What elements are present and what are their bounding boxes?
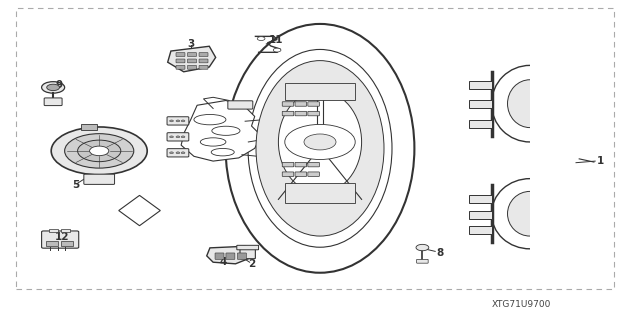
Text: 11: 11 <box>269 35 284 45</box>
Bar <box>530 62 594 145</box>
FancyBboxPatch shape <box>469 120 492 128</box>
FancyBboxPatch shape <box>176 53 185 56</box>
FancyBboxPatch shape <box>295 102 307 106</box>
Text: 9: 9 <box>56 79 63 90</box>
Ellipse shape <box>492 179 568 249</box>
Text: 1: 1 <box>596 156 604 166</box>
FancyBboxPatch shape <box>285 83 355 100</box>
Ellipse shape <box>508 191 552 236</box>
FancyBboxPatch shape <box>215 253 224 259</box>
FancyBboxPatch shape <box>282 111 294 116</box>
FancyBboxPatch shape <box>176 59 185 63</box>
Circle shape <box>170 120 173 122</box>
Polygon shape <box>119 195 160 226</box>
Circle shape <box>176 152 180 154</box>
FancyBboxPatch shape <box>469 211 492 219</box>
FancyBboxPatch shape <box>308 172 319 176</box>
FancyBboxPatch shape <box>285 183 355 203</box>
FancyBboxPatch shape <box>228 101 253 109</box>
Text: XTG71U9700: XTG71U9700 <box>492 300 551 309</box>
Text: 3: 3 <box>187 39 195 49</box>
Circle shape <box>47 84 60 91</box>
FancyBboxPatch shape <box>282 102 294 106</box>
Ellipse shape <box>278 91 362 193</box>
FancyBboxPatch shape <box>308 111 319 116</box>
Polygon shape <box>168 46 216 72</box>
FancyBboxPatch shape <box>469 100 492 108</box>
FancyBboxPatch shape <box>237 245 259 250</box>
FancyBboxPatch shape <box>417 259 428 263</box>
FancyBboxPatch shape <box>282 162 294 167</box>
Ellipse shape <box>508 80 552 128</box>
FancyBboxPatch shape <box>46 241 58 246</box>
Ellipse shape <box>256 61 384 236</box>
Text: 5: 5 <box>72 180 79 190</box>
FancyBboxPatch shape <box>469 81 492 89</box>
FancyBboxPatch shape <box>42 231 79 248</box>
FancyBboxPatch shape <box>49 229 58 232</box>
Circle shape <box>42 82 65 93</box>
FancyBboxPatch shape <box>188 65 196 69</box>
FancyBboxPatch shape <box>199 59 208 63</box>
FancyBboxPatch shape <box>295 111 307 116</box>
Polygon shape <box>207 246 253 264</box>
Ellipse shape <box>226 24 415 273</box>
FancyBboxPatch shape <box>308 102 319 106</box>
Circle shape <box>181 152 185 154</box>
Text: 4: 4 <box>219 257 227 267</box>
Text: 10: 10 <box>269 116 284 126</box>
FancyBboxPatch shape <box>469 226 492 234</box>
Circle shape <box>285 124 355 160</box>
Text: 12: 12 <box>55 232 69 242</box>
Circle shape <box>181 136 185 138</box>
Text: 7: 7 <box>273 107 280 117</box>
Circle shape <box>90 146 109 156</box>
Ellipse shape <box>248 49 392 247</box>
FancyBboxPatch shape <box>61 241 73 246</box>
FancyBboxPatch shape <box>84 174 115 184</box>
Circle shape <box>51 127 147 175</box>
FancyBboxPatch shape <box>295 172 307 176</box>
Bar <box>530 175 594 252</box>
Text: 2: 2 <box>248 259 255 269</box>
Circle shape <box>176 136 180 138</box>
FancyBboxPatch shape <box>226 253 235 259</box>
FancyBboxPatch shape <box>61 229 70 232</box>
FancyBboxPatch shape <box>237 253 246 259</box>
FancyBboxPatch shape <box>167 117 189 125</box>
Circle shape <box>301 132 339 152</box>
Text: 6: 6 <box>273 100 280 110</box>
Circle shape <box>273 48 281 52</box>
FancyBboxPatch shape <box>188 53 196 56</box>
Circle shape <box>181 120 185 122</box>
Circle shape <box>257 37 265 41</box>
Circle shape <box>170 136 173 138</box>
FancyBboxPatch shape <box>240 248 255 259</box>
Circle shape <box>65 134 134 168</box>
FancyBboxPatch shape <box>188 59 196 63</box>
FancyBboxPatch shape <box>167 149 189 157</box>
FancyBboxPatch shape <box>167 133 189 141</box>
FancyBboxPatch shape <box>308 162 319 167</box>
Circle shape <box>304 134 336 150</box>
Circle shape <box>77 140 121 162</box>
Circle shape <box>176 120 180 122</box>
FancyBboxPatch shape <box>44 98 62 106</box>
Circle shape <box>170 152 173 154</box>
FancyBboxPatch shape <box>469 195 492 203</box>
FancyBboxPatch shape <box>282 172 294 176</box>
Polygon shape <box>181 100 261 161</box>
Circle shape <box>416 244 429 251</box>
FancyBboxPatch shape <box>295 162 307 167</box>
FancyBboxPatch shape <box>176 65 185 69</box>
FancyBboxPatch shape <box>199 65 208 69</box>
Bar <box>16 8 614 289</box>
FancyBboxPatch shape <box>199 53 208 56</box>
Ellipse shape <box>492 65 568 142</box>
Text: 8: 8 <box>436 248 444 258</box>
FancyBboxPatch shape <box>81 124 97 130</box>
